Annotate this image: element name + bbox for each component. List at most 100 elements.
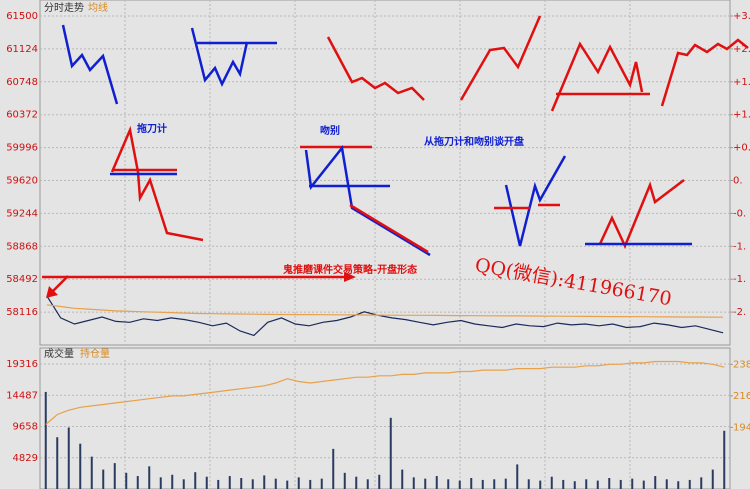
volume-bar [102,469,105,489]
legend-entry: 均线 [88,1,108,14]
y2-tick-label: 216 [733,391,750,402]
volume-bar [159,477,162,489]
price-panel [39,0,731,346]
sketch [61,24,119,105]
volume-bar [125,472,128,489]
sketch [598,179,685,250]
volume-bar [550,476,553,489]
y-tick-label: 14487 [6,390,38,401]
volume-bar [527,479,530,489]
series-line [46,304,724,318]
volume-bar [332,448,335,489]
volume-bar [412,477,415,489]
volume-bar [389,417,392,489]
sketch [459,15,542,101]
volume-bar [642,480,645,489]
volume-bar [309,479,312,489]
annotation: 鬼推磨课件交易策略-开盘形态 [283,263,417,276]
y-tick-label: 4829 [13,453,38,464]
sketch [349,203,429,254]
volume-bar [366,479,369,489]
y-tick-label: 61124 [6,44,38,55]
y-tick-label: 19316 [6,359,38,370]
sketch [304,145,431,257]
volume-bar [355,476,358,489]
legend-entry: 持仓量 [80,347,110,360]
volume-bar [286,480,289,489]
volume-bar [67,427,70,489]
y-tick-label: 60372 [6,110,38,121]
y-tick-label: 58492 [6,274,38,285]
volume-bar [378,474,381,489]
volume-bar [263,475,266,489]
volume-bar [723,430,726,489]
volume-bar [113,463,116,489]
volume-bar [481,479,484,489]
y2-tick-label: -1. [733,241,746,252]
y2-tick-label: +0. [733,143,750,154]
volume-bar [205,476,208,489]
sketch [326,36,425,101]
y2-tick-label: -0. [733,208,746,219]
volume-bar [539,480,542,489]
y-tick-label: 59244 [6,208,38,219]
annotation: 从拖刀计和吻别谈开盘 [424,135,524,148]
volume-bar [516,464,519,489]
volume-bar [79,443,82,489]
volume-bar [44,391,47,489]
volume-bar [320,478,323,489]
y2-tick-label: +1. [733,110,750,121]
y2-tick-label: 238 [733,359,750,370]
volume-bar [228,476,231,489]
volume-bar [631,478,634,489]
arrow-head [46,286,58,298]
volume-bar [435,476,438,489]
volume-bar [424,478,427,489]
volume-bar [562,479,565,489]
volume-bar [654,476,657,489]
volume-bar [504,478,507,489]
volume-bar [700,477,703,489]
volume-bar [182,479,185,489]
legend-entry: 成交量 [44,347,74,360]
volume-bar [677,481,680,489]
sketch [550,41,644,112]
volume-bar [274,478,277,489]
y-tick-label: 59620 [6,176,38,187]
volume-bar [251,479,254,489]
y-tick-label: 59996 [6,143,38,154]
y2-tick-label: +1. [733,77,750,88]
y-tick-label: 58868 [6,241,38,252]
sketch [190,27,249,87]
volume-bar [596,480,599,489]
volume-bar [90,456,93,489]
volume-bar [136,476,139,489]
y-tick-label: 60748 [6,77,38,88]
volume-bar [458,480,461,489]
volume-bar [688,479,691,489]
volume-bar [493,479,496,489]
y2-tick-label: +2. [733,44,750,55]
volume-bar [194,472,197,489]
y2-tick-label: 194 [733,422,750,433]
annotation: 吻别 [320,124,340,137]
annotation: 拖刀计 [137,122,167,135]
series-line [45,360,725,425]
volume-bar [585,479,588,489]
volume-bar [343,472,346,489]
volume-bar [240,477,243,489]
arrow [51,275,69,293]
volume-bar [608,477,611,489]
volume-bar [573,481,576,489]
volume-bar [619,479,622,489]
y2-tick-label: 0. [733,176,743,187]
sketch [504,155,567,247]
chart-title: 分时走势 [44,1,84,14]
y-tick-label: 9658 [13,422,38,433]
volume-bar [297,477,300,489]
volume-panel [39,347,731,489]
volume-bar [447,479,450,489]
sketch [110,125,204,242]
arrow-head [344,272,356,282]
